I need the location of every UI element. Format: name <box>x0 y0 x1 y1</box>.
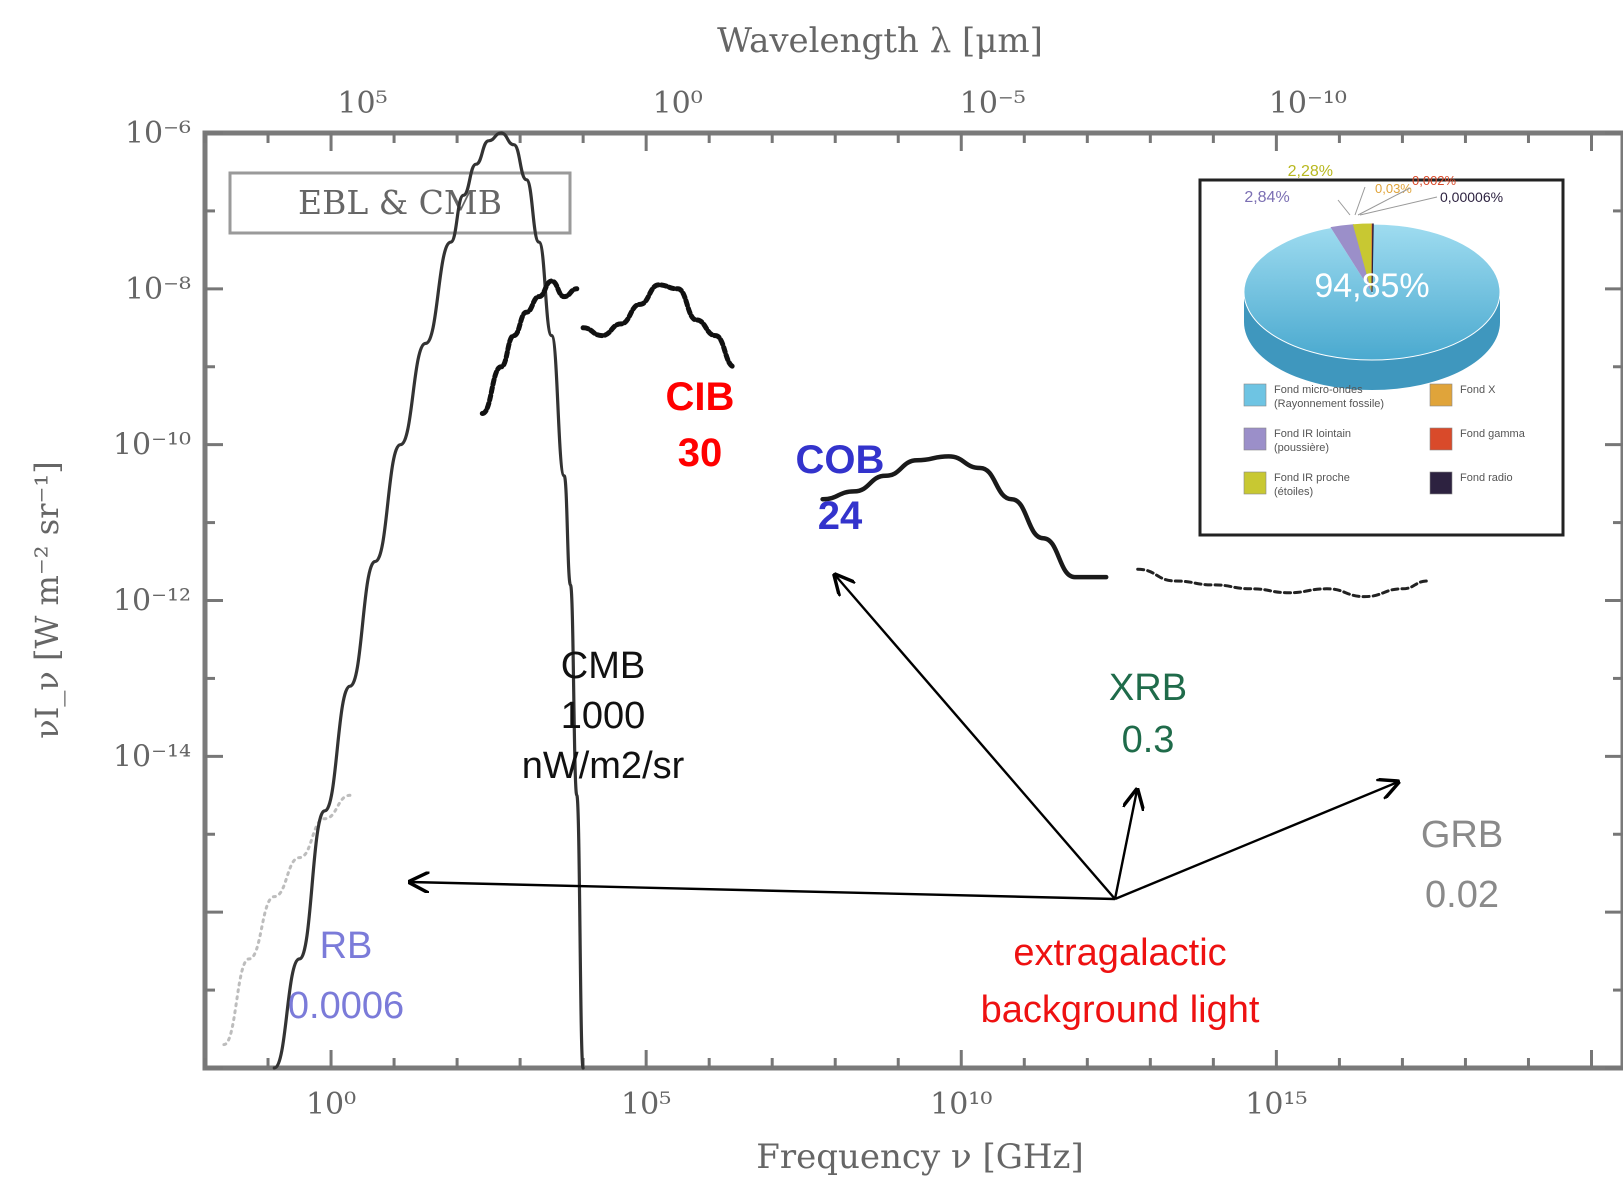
pie-side <box>1244 292 1500 390</box>
annotation-ebl-line: extragalactic <box>1013 932 1226 974</box>
annotation-cob-line: 24 <box>818 494 863 538</box>
annotation-rb: RB 0.0006 <box>288 925 404 1027</box>
pie-legend-label: (Rayonnement fossile) <box>1274 398 1384 410</box>
inset-pie-chart: 94,85% 2,84% 2,28% 0,03%0,002%0,00006% Fond… <box>1198 163 1565 537</box>
x-bottom-tick-label: 10¹⁵ <box>1245 1087 1307 1122</box>
pie-legend-label: (étoiles) <box>1274 486 1313 498</box>
annotation-rb-line: 0.0006 <box>288 985 404 1027</box>
annotation-cmb-line: nW/m2/sr <box>522 745 685 787</box>
series-cib-line <box>479 278 580 416</box>
annotation-cib-line: CIB <box>666 375 735 419</box>
pie-legend-label: Fond gamma <box>1460 428 1526 440</box>
annotation-ebl-line: background light <box>981 989 1260 1031</box>
x-bottom-tick-label: 10¹⁰ <box>930 1087 992 1122</box>
annotation-cob-line: COB <box>796 438 885 482</box>
annotation-cob: COB 24 <box>796 438 885 538</box>
arrow-to-rb <box>410 882 1116 901</box>
x-top-tick-label: 10⁰ <box>653 86 703 121</box>
data-series <box>222 131 1430 1070</box>
x-top-tick-label: 10⁻¹⁰ <box>1269 86 1347 121</box>
pie-legend-swatch <box>1243 383 1267 407</box>
series-cmb-line <box>272 131 585 1070</box>
annotation-grb-line: 0.02 <box>1425 874 1499 916</box>
series-xrb-line <box>820 454 1109 580</box>
x-axis-top-title: Wavelength λ [μm] <box>717 21 1043 61</box>
arrow-to-cob <box>835 575 1116 900</box>
y-tick-label: 10⁻¹⁰ <box>113 428 191 463</box>
series-cob-line <box>580 282 737 370</box>
annotation-grb: GRB 0.02 <box>1421 814 1503 916</box>
arrow-to-xrb <box>1113 790 1137 900</box>
legend-box <box>228 171 572 235</box>
pie-leader-line <box>1337 199 1351 216</box>
pie-legend-label: Fond IR lointain <box>1274 428 1351 440</box>
annotation-cib-line: 30 <box>678 431 723 475</box>
annotation-xrb-line: 0.3 <box>1122 719 1175 761</box>
pie-labels: 94,85% 2,84% 2,28% 0,03%0,002%0,00006% <box>1244 163 1503 305</box>
annotation-cib: CIB 30 <box>666 375 735 475</box>
pie-legend-swatch <box>1243 427 1267 451</box>
annotations: CMB 1000 nW/m2/sr CIB 30 COB 24 XRB 0.3 GRB 0.02 RB… <box>288 375 1503 1031</box>
series-rb-line <box>222 793 352 1047</box>
axis-tick-labels: 10⁰ 10⁵ 10¹⁰ 10¹⁵ 10⁵ 10⁰ 10⁻⁵ 10⁻¹⁰ 10⁻⁶ 10⁻⁸ 10⁻… <box>113 86 1347 1122</box>
pie-legend-label: Fond IR proche <box>1274 472 1350 484</box>
x-bottom-tick-label: 10⁵ <box>621 1087 671 1122</box>
annotation-cmb-line: 1000 <box>561 695 646 737</box>
pie-slice-label: 0,00006% <box>1440 189 1503 205</box>
annotation-xrb: XRB 0.3 <box>1109 667 1187 761</box>
y-tick-label: 10⁻¹⁴ <box>113 739 191 774</box>
pie-slice-label: 0,03% <box>1375 181 1412 196</box>
annotation-cmb-line: CMB <box>561 645 645 687</box>
pie-legend-label: (poussière) <box>1274 442 1329 454</box>
x-top-tick-label: 10⁵ <box>337 86 387 121</box>
annotation-ebl: extragalactic background light <box>981 932 1260 1031</box>
x-bottom-tick-label: 10⁰ <box>306 1087 356 1122</box>
pie-legend-label: Fond radio <box>1460 472 1513 484</box>
pie-legend-label: Fond X <box>1460 384 1496 396</box>
pie-legend: Fond micro-ondes (Rayonnement fossile) Fon… <box>1243 383 1526 498</box>
pie-slice-label: 2,84% <box>1244 189 1289 206</box>
annotation-xrb-line: XRB <box>1109 667 1187 709</box>
annotation-grb-line: GRB <box>1421 814 1503 856</box>
arrow-to-grb <box>1114 782 1398 901</box>
y-tick-label: 10⁻⁶ <box>125 116 191 151</box>
pie-leader-line <box>1354 186 1366 216</box>
series-grb-line <box>1136 567 1430 599</box>
y-tick-label: 10⁻¹² <box>113 584 191 619</box>
pie-slice <box>1371 223 1374 293</box>
pie <box>1243 223 1501 390</box>
pie-slice-label: 94,85% <box>1314 267 1429 305</box>
pie-leader-line <box>1357 187 1411 216</box>
x-top-tick-label: 10⁻⁵ <box>960 86 1026 121</box>
pie-legend-swatch <box>1429 427 1453 451</box>
pie-legend-swatch <box>1429 383 1453 407</box>
pie-slice-label: 0,002% <box>1412 173 1457 188</box>
pie-slice-label: 2,28% <box>1288 163 1333 180</box>
pie-legend-label: Fond micro-ondes <box>1274 384 1363 396</box>
ebl-arrows <box>410 575 1398 901</box>
annotation-rb-line: RB <box>320 925 373 967</box>
y-axis-title: νI_ν [W m⁻² sr⁻¹] <box>28 461 66 738</box>
x-axis-bottom-title: Frequency ν [GHz] <box>756 1137 1083 1177</box>
pie-legend-swatch <box>1243 471 1267 495</box>
pie-legend-swatch <box>1429 471 1453 495</box>
annotation-cmb: CMB 1000 nW/m2/sr <box>522 645 685 787</box>
y-tick-label: 10⁻⁸ <box>125 272 191 307</box>
legend-label: EBL & CMB <box>298 183 502 222</box>
pie-leader-line <box>1359 196 1438 216</box>
